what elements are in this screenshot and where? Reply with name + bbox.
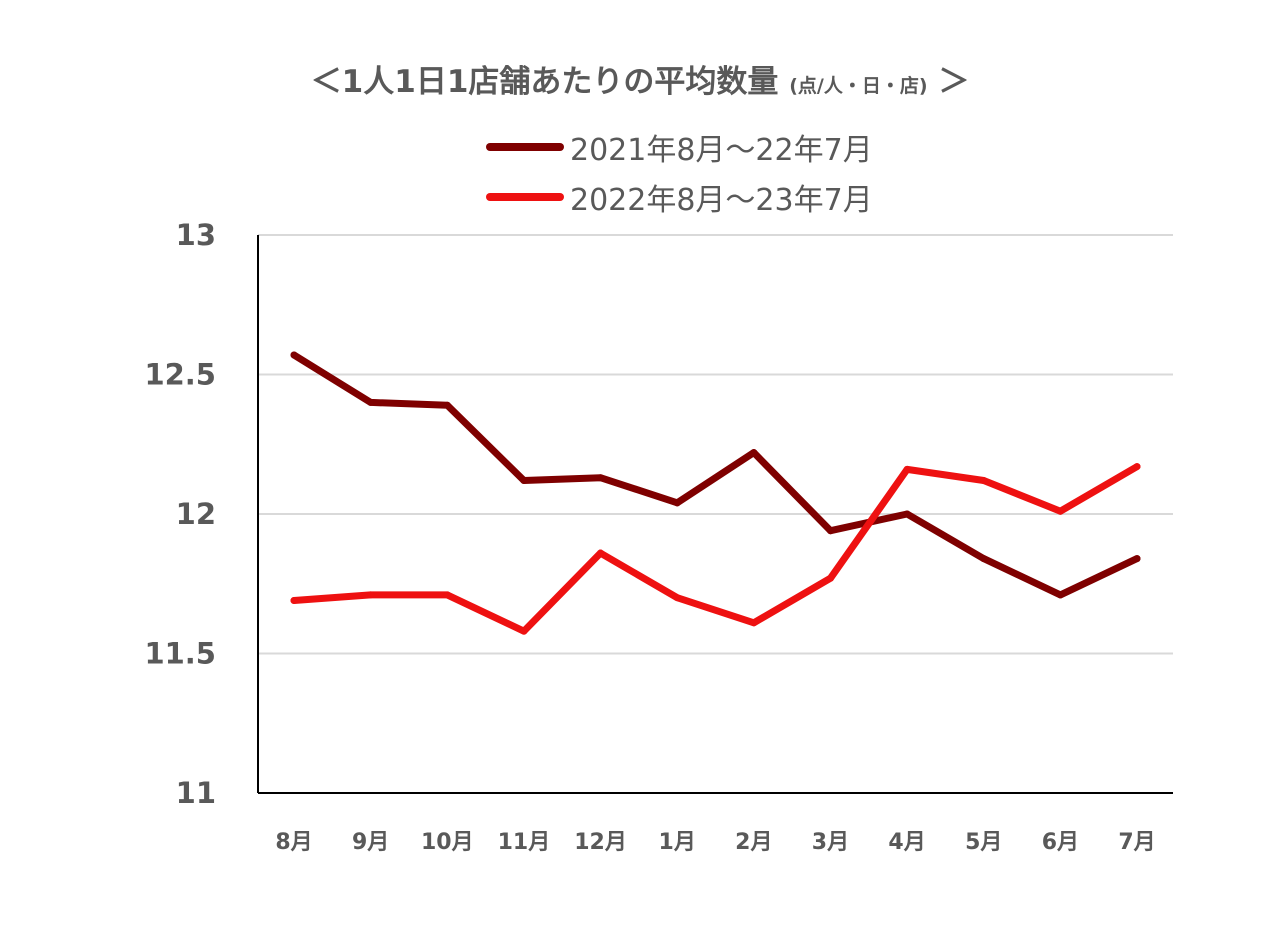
y-tick-label: 11 bbox=[176, 776, 216, 810]
y-tick-label: 12 bbox=[176, 497, 216, 531]
x-tick-label: 9月 bbox=[352, 830, 389, 855]
axes bbox=[257, 235, 1173, 794]
x-tick-label: 4月 bbox=[888, 830, 925, 855]
series-1-point bbox=[1133, 555, 1141, 563]
legend-swatch-series-1 bbox=[486, 143, 564, 151]
series-2-point bbox=[520, 627, 528, 635]
x-tick-label: 6月 bbox=[1042, 830, 1079, 855]
x-tick-label: 11月 bbox=[498, 830, 551, 855]
x-tick-label: 12月 bbox=[574, 830, 627, 855]
series-lines bbox=[290, 351, 1141, 635]
series-2-point bbox=[597, 549, 605, 557]
series-2-point bbox=[290, 596, 298, 604]
legend-item-series-1: 2021年8月～22年7月 bbox=[486, 122, 873, 172]
series-2-point bbox=[673, 594, 681, 602]
series-2-point bbox=[443, 591, 451, 599]
chart-legend: 2021年8月～22年7月 2022年8月～23年7月 bbox=[486, 122, 873, 222]
series-2-point bbox=[367, 591, 375, 599]
y-tick-label: 11.5 bbox=[144, 637, 216, 671]
legend-swatch-series-2 bbox=[486, 193, 564, 201]
series-1-point bbox=[367, 398, 375, 406]
x-tick-label: 7月 bbox=[1118, 830, 1155, 855]
x-tick-label: 5月 bbox=[965, 830, 1002, 855]
series-2-point bbox=[1056, 507, 1064, 515]
chart-title-unit: (点/人・日・店) bbox=[789, 75, 928, 97]
x-tick-labels: 8月 9月 10月 11月 12月 1月 2月 3月 4月 5月 6月 7月 bbox=[275, 830, 1155, 855]
x-tick-label: 8月 bbox=[275, 830, 312, 855]
chart-title-close: ＞ bbox=[938, 64, 970, 100]
y-tick-labels: 11 11.5 12 12.5 13 bbox=[144, 218, 216, 810]
legend-item-series-2: 2022年8月～23年7月 bbox=[486, 172, 873, 222]
y-tick-label: 13 bbox=[176, 218, 216, 252]
legend-label-series-2: 2022年8月～23年7月 bbox=[570, 183, 873, 218]
y-tick-label: 12.5 bbox=[144, 358, 216, 392]
grid-lines bbox=[258, 234, 1173, 655]
chart-title-main: ＜1人1日1店舗あたりの平均数量 bbox=[310, 64, 779, 100]
x-tick-label: 10月 bbox=[421, 830, 474, 855]
series-1-point bbox=[826, 527, 834, 535]
series-1-point bbox=[673, 499, 681, 507]
series-2-point bbox=[750, 619, 758, 627]
legend-label-series-1: 2021年8月～22年7月 bbox=[570, 133, 873, 168]
series-2-point bbox=[903, 465, 911, 473]
series-2-point bbox=[980, 477, 988, 485]
series-1-point bbox=[290, 351, 298, 359]
series-line-1 bbox=[290, 351, 1141, 599]
series-1-point bbox=[903, 510, 911, 518]
series-2-point bbox=[1133, 463, 1141, 471]
series-1-point bbox=[980, 555, 988, 563]
series-1-point bbox=[1056, 591, 1064, 599]
series-line-2 bbox=[290, 463, 1141, 635]
x-tick-label: 2月 bbox=[735, 830, 772, 855]
series-1-point bbox=[750, 449, 758, 457]
series-1-point bbox=[443, 401, 451, 409]
series-2-point bbox=[826, 574, 834, 582]
series-1-point bbox=[520, 477, 528, 485]
series-1-point bbox=[597, 474, 605, 482]
chart-title: ＜1人1日1店舗あたりの平均数量 (点/人・日・店) ＞ bbox=[0, 56, 1280, 101]
x-tick-label: 1月 bbox=[659, 830, 696, 855]
x-tick-label: 3月 bbox=[812, 830, 849, 855]
